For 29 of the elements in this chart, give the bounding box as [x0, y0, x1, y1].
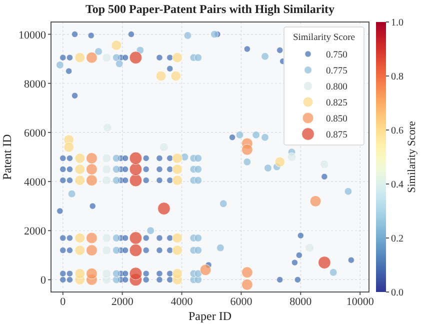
x-tick-label: 10000 [346, 296, 374, 308]
x-tick-label: 6000 [230, 296, 253, 308]
legend-label: 0.800 [326, 82, 348, 92]
y-axis-title: Patent ID [0, 134, 14, 180]
color-bar-label: 0.4 [391, 180, 404, 190]
x-tick-label: 4000 [170, 296, 194, 308]
color-bar-label: 0.2 [391, 234, 404, 244]
legend-label: 0.875 [326, 130, 348, 140]
legend-label: 0.775 [326, 66, 348, 76]
x-axis-title: Paper ID [188, 309, 232, 323]
chart-title: Top 500 Paper-Patent Pairs with High Similarity [85, 2, 335, 16]
color-bar-label: 0.0 [391, 288, 404, 298]
y-tick-label: 10000 [18, 29, 46, 42]
x-tick-label: 8000 [290, 296, 312, 308]
x-tick-label: 2000 [111, 296, 134, 308]
legend-label: 0.750 [326, 50, 348, 60]
legend-label: 0.825 [326, 98, 348, 108]
color-bar-label: 0.6 [391, 126, 404, 136]
color-bar-title: Similarity Score [406, 120, 418, 193]
y-tick-label: 2000 [24, 226, 46, 238]
color-bar-label: 0.8 [391, 72, 404, 82]
legend-label: 0.850 [326, 114, 348, 124]
y-tick-label: 0 [40, 274, 46, 287]
y-tick-label: 6000 [24, 127, 46, 140]
y-tick-label: 8000 [24, 78, 46, 90]
x-tick-label: 0 [60, 296, 66, 308]
legend-title: Similarity Score [292, 33, 356, 43]
y-tick-label: 4000 [24, 176, 46, 189]
color-bar-label: 1.0 [391, 18, 404, 28]
